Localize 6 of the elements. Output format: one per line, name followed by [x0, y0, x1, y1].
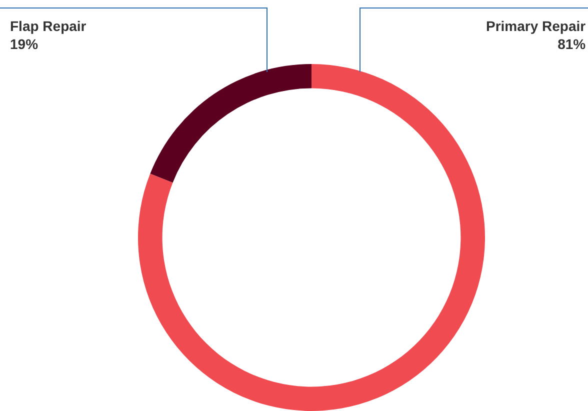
- data-label: 19%: [10, 36, 39, 52]
- slice-label: Primary Repair: [486, 18, 586, 34]
- donut-slice: [138, 64, 485, 411]
- data-label: 81%: [558, 36, 586, 52]
- donut-slice: [150, 64, 312, 183]
- slice-label: Flap Repair: [10, 18, 87, 34]
